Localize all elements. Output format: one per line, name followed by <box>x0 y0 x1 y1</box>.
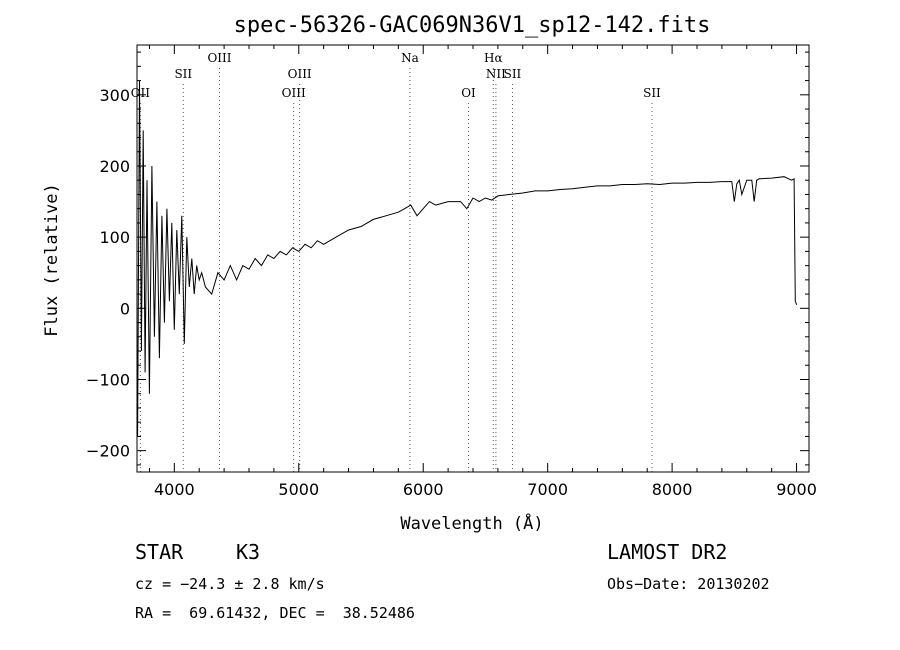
redshift-cz: cz = −24.3 ± 2.8 km/s <box>135 575 325 593</box>
x-axis-label: Wavelength (Å) <box>400 512 543 534</box>
y-tick-label: 200 <box>99 157 130 176</box>
spectral-line-label: Na <box>401 51 419 65</box>
axis-ticks: 4000 5000 6000 7000 8000 9000 −200 −100 0 100 200 3… <box>86 45 817 499</box>
spectral-line-label: SII <box>174 67 192 81</box>
spectral-line-label: NII <box>486 67 506 81</box>
spectral-line-label: OII <box>131 86 151 100</box>
chart-title: spec-56326-GAC069N36V1_sp12-142.fits <box>234 13 711 38</box>
spectral-line-label: SII <box>504 67 522 81</box>
spectral-line-label: OI <box>461 86 476 100</box>
plot-frame <box>136 44 810 473</box>
x-tick-label: 7000 <box>527 480 568 499</box>
x-tick-label: 5000 <box>278 480 319 499</box>
object-subclass: K3 <box>236 540 261 564</box>
y-tick-label: −200 <box>86 442 130 461</box>
spectral-line-label: OIII <box>207 51 231 65</box>
survey-name: LAMOST DR2 <box>607 540 728 564</box>
y-tick-label: 100 <box>99 228 130 247</box>
x-tick-label: 4000 <box>154 480 195 499</box>
y-tick-label: 0 <box>120 299 130 318</box>
spectral-line-label: SII <box>643 86 661 100</box>
spectrum-series-line <box>137 80 798 437</box>
y-tick-label: 300 <box>99 86 130 105</box>
ra-dec-coordinates: RA = 69.61432, DEC = 38.52486 <box>135 604 415 622</box>
x-tick-label: 6000 <box>403 480 444 499</box>
observation-date: Obs−Date: 20130202 <box>607 575 770 593</box>
spectral-line-label: OIII <box>282 86 306 100</box>
y-axis-label: Flux (relative) <box>42 183 62 337</box>
spectral-line-label: Hα <box>484 51 503 65</box>
object-class: STAR <box>135 540 184 564</box>
x-tick-label: 8000 <box>652 480 693 499</box>
x-tick-label: 9000 <box>776 480 817 499</box>
spectral-line-label: OIII <box>288 67 312 81</box>
y-tick-label: −100 <box>86 370 130 389</box>
